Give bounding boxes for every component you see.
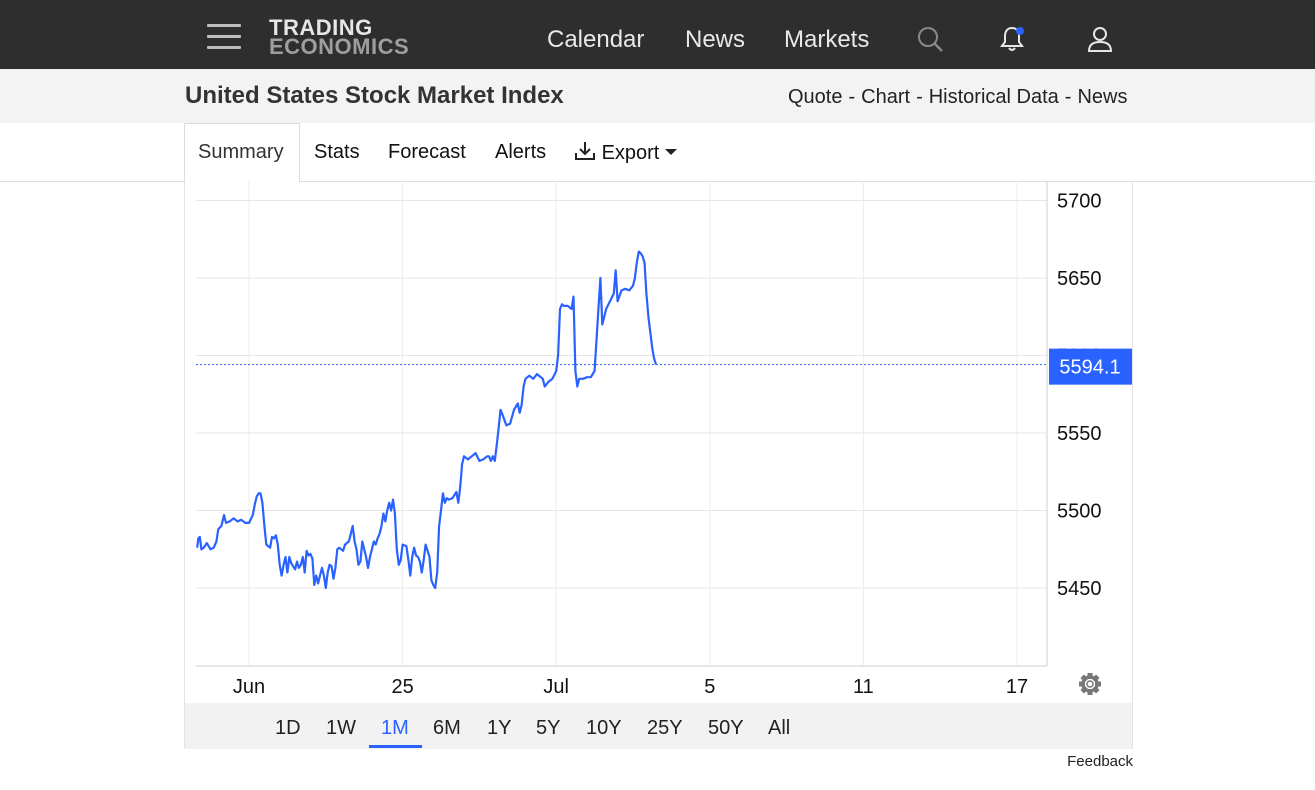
range-button-25y[interactable]: 25Y <box>647 717 683 739</box>
logo-line-2: ECONOMICS <box>269 34 410 59</box>
nav-markets-link[interactable]: Markets <box>784 26 870 53</box>
active-tab-frame <box>184 123 300 183</box>
logo-line-1: TRADING <box>269 15 373 40</box>
x-tick-label: 17 <box>1006 676 1028 698</box>
tab-summary[interactable]: Summary <box>198 141 284 163</box>
active-range-indicator <box>369 745 422 748</box>
breadcrumb-news-link[interactable]: News <box>1077 86 1128 108</box>
breadcrumb-chart-link[interactable]: Chart <box>861 86 911 108</box>
y-tick-label: 5450 <box>1057 578 1102 600</box>
x-tick-label: 25 <box>391 676 413 698</box>
notification-dot <box>1016 27 1024 35</box>
title-bar <box>0 69 1315 123</box>
search-icon[interactable] <box>916 25 944 53</box>
x-tick-label: 5 <box>704 676 715 698</box>
user-account-icon[interactable] <box>1086 25 1114 53</box>
tab-alerts[interactable]: Alerts <box>495 141 547 163</box>
price-series-line[interactable] <box>196 250 658 590</box>
export-label: Export <box>601 142 660 164</box>
site-logo[interactable]: TRADING ECONOMICS <box>269 15 410 59</box>
range-button-5y[interactable]: 5Y <box>536 717 561 739</box>
breadcrumb: Quote - Chart - Historical Data - News <box>788 86 1127 109</box>
last-value-badge <box>1049 348 1132 385</box>
top-nav-bar <box>0 0 1315 69</box>
menu-icon[interactable] <box>207 24 241 50</box>
range-selector <box>185 703 1132 749</box>
range-button-6m[interactable]: 6M <box>433 717 461 739</box>
gear-hub <box>1086 680 1094 688</box>
last-value-label: 5594.1 <box>1059 357 1120 379</box>
range-button-1m[interactable]: 1M <box>381 717 409 739</box>
y-tick-label: 5550 <box>1057 423 1102 445</box>
feedback-link[interactable]: Feedback <box>1067 753 1133 770</box>
gear-ring <box>1081 675 1099 693</box>
x-tick-label: Jul <box>543 676 569 698</box>
breadcrumb-separator: - <box>916 86 923 108</box>
breadcrumb-quote-link[interactable]: Quote <box>788 86 843 108</box>
breadcrumb-separator: - <box>848 86 856 108</box>
tab-stats[interactable]: Stats <box>314 141 360 163</box>
tab-forecast[interactable]: Forecast <box>388 141 466 163</box>
nav-calendar-link[interactable]: Calendar <box>547 26 645 53</box>
page-title: United States Stock Market Index <box>185 82 564 109</box>
range-button-1w[interactable]: 1W <box>326 717 356 739</box>
x-tick-label: Jun <box>233 676 265 698</box>
download-icon <box>575 142 595 160</box>
price-line-chart[interactable]: 545055005550560056505700Jun25Jul51117559… <box>185 181 1132 703</box>
range-button-all[interactable]: All <box>768 717 791 739</box>
chart-settings-gear-icon[interactable] <box>1079 673 1101 695</box>
y-tick-label: 5500 <box>1057 501 1102 523</box>
notification-bell-icon[interactable] <box>998 25 1026 53</box>
x-tick-label: 11 <box>853 676 874 698</box>
range-button-1y[interactable]: 1Y <box>487 717 512 739</box>
range-button-1d[interactable]: 1D <box>275 717 301 739</box>
range-button-10y[interactable]: 10Y <box>586 717 622 739</box>
y-tick-label: 5700 <box>1057 191 1102 213</box>
caret-down-icon <box>664 149 677 155</box>
range-button-50y[interactable]: 50Y <box>708 717 744 739</box>
nav-news-link[interactable]: News <box>685 26 746 53</box>
tab-export[interactable]: Export <box>574 141 677 165</box>
breadcrumb-historical-data-link[interactable]: Historical Data <box>928 86 1059 108</box>
y-tick-label: 5650 <box>1057 268 1102 290</box>
breadcrumb-separator: - <box>1064 86 1072 108</box>
